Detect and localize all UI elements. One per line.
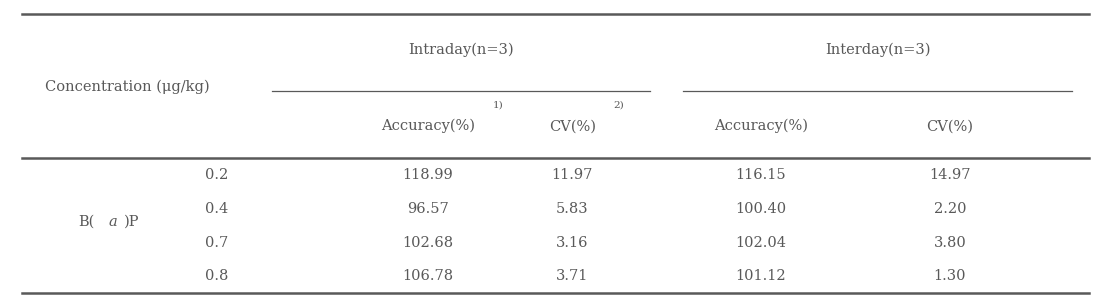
Text: 102.04: 102.04: [735, 236, 787, 250]
Text: )P: )P: [124, 215, 140, 229]
Text: 3.71: 3.71: [556, 269, 589, 283]
Text: 14.97: 14.97: [929, 168, 971, 182]
Text: Intraday(n=3): Intraday(n=3): [408, 43, 514, 57]
Text: Accuracy(%): Accuracy(%): [381, 119, 474, 133]
Text: 3.16: 3.16: [556, 236, 589, 250]
Text: Interday(n=3): Interday(n=3): [825, 43, 930, 57]
Text: a: a: [109, 215, 118, 229]
Text: 1): 1): [492, 100, 503, 109]
Text: 2.20: 2.20: [933, 202, 967, 216]
Text: 0.2: 0.2: [206, 168, 228, 182]
Text: 0.4: 0.4: [206, 202, 228, 216]
Text: 106.78: 106.78: [402, 269, 453, 283]
Text: B(: B(: [78, 215, 94, 229]
Text: Concentration (μg/kg): Concentration (μg/kg): [46, 79, 210, 94]
Text: 102.68: 102.68: [402, 236, 453, 250]
Text: 116.15: 116.15: [735, 168, 787, 182]
Text: 3.80: 3.80: [933, 236, 967, 250]
Text: 0.7: 0.7: [206, 236, 228, 250]
Text: 96.57: 96.57: [407, 202, 449, 216]
Text: 5.83: 5.83: [556, 202, 589, 216]
Text: 1.30: 1.30: [933, 269, 967, 283]
Text: 11.97: 11.97: [551, 168, 593, 182]
Text: 101.12: 101.12: [735, 269, 787, 283]
Text: CV(%): CV(%): [549, 119, 595, 133]
Text: 0.8: 0.8: [204, 269, 229, 283]
Text: Accuracy(%): Accuracy(%): [714, 119, 808, 133]
Text: CV(%): CV(%): [927, 119, 973, 133]
Text: 118.99: 118.99: [402, 168, 453, 182]
Text: 100.40: 100.40: [735, 202, 787, 216]
Text: 2): 2): [613, 100, 624, 109]
